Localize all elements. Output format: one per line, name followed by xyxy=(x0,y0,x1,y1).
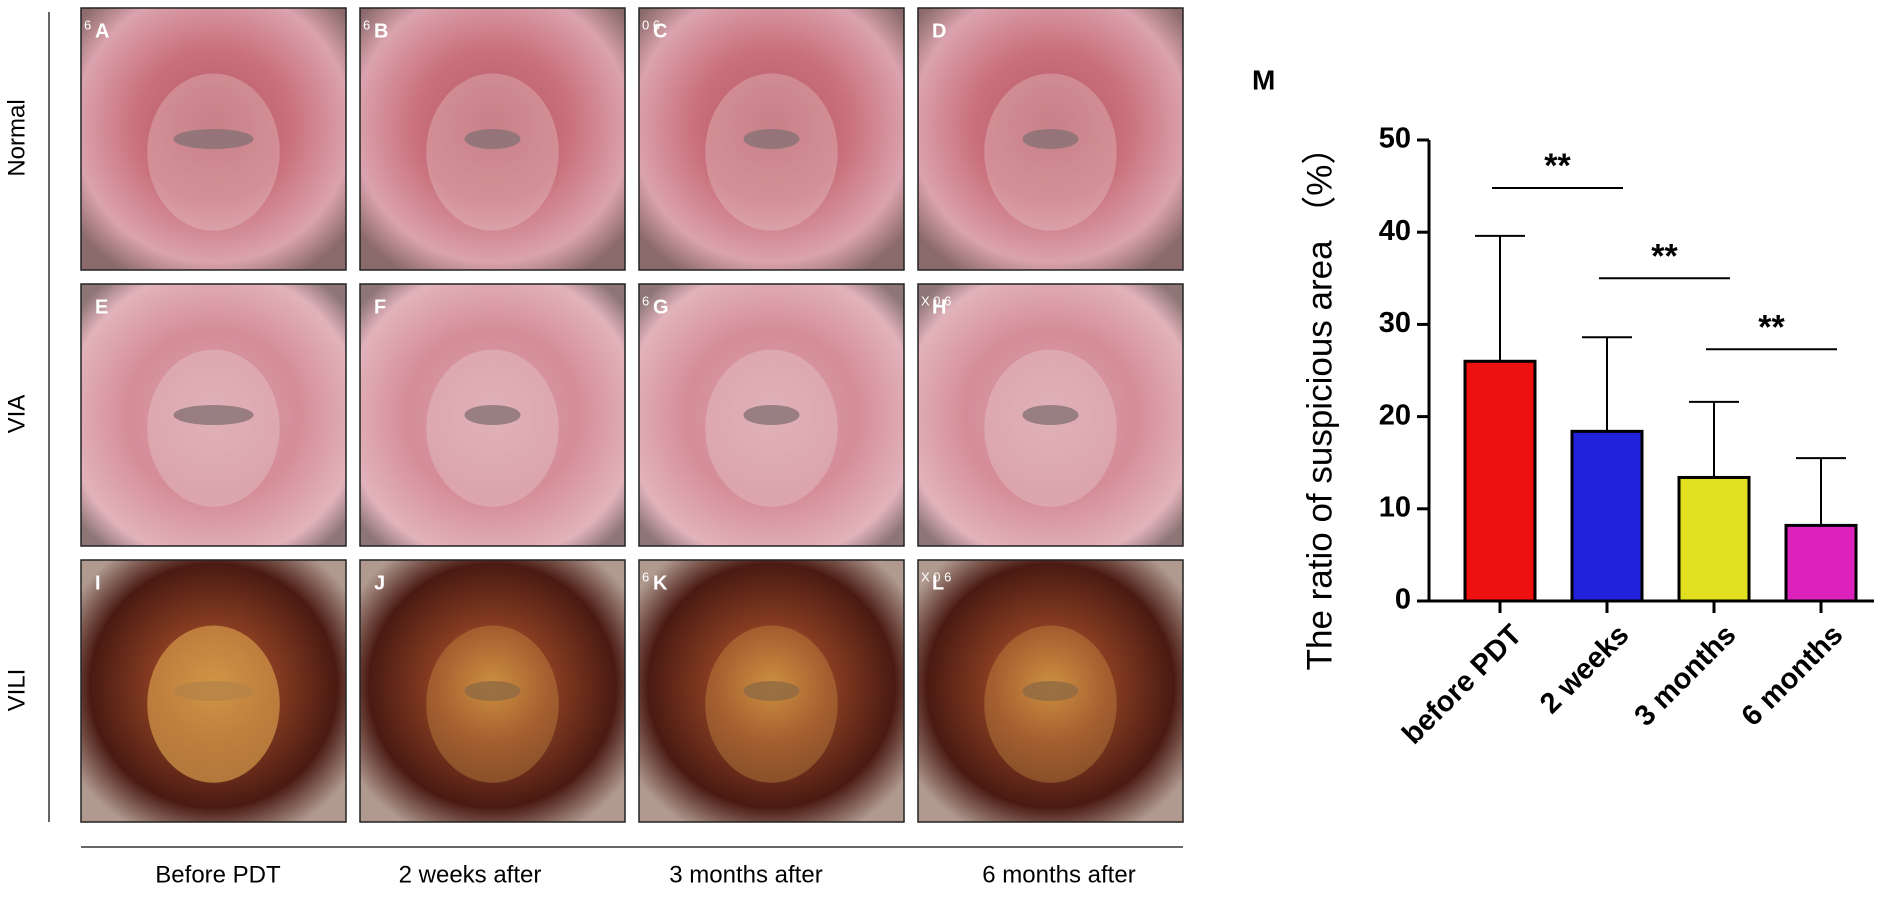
photo-highlight xyxy=(705,349,838,507)
panel-overlay: X 0 6 xyxy=(921,293,951,308)
photo-os xyxy=(464,681,521,701)
photo-highlight xyxy=(984,349,1117,507)
significance-label: ** xyxy=(1758,308,1785,346)
photo-os xyxy=(1022,405,1079,425)
photo-highlight xyxy=(984,625,1117,783)
photo-os xyxy=(743,405,800,425)
y-tick-label: 50 xyxy=(1379,123,1411,155)
panel-overlay: 6 xyxy=(642,293,649,308)
bar xyxy=(1570,429,1644,603)
y-tick-label: 10 xyxy=(1379,491,1411,523)
y-tick-label: 20 xyxy=(1379,399,1411,431)
column-label: 6 months after xyxy=(982,861,1135,888)
panel-letter: F xyxy=(374,296,386,318)
x-tick-label: 6 months xyxy=(1736,619,1850,733)
x-tick-label: 2 weeks xyxy=(1534,619,1635,720)
panel-letter: I xyxy=(95,572,101,594)
photo-os xyxy=(464,129,521,149)
panel-overlay: 6 xyxy=(642,569,649,584)
photo-os xyxy=(743,681,800,701)
panel-overlay: 6 xyxy=(84,17,91,32)
bar xyxy=(1784,523,1858,603)
significance-label: ** xyxy=(1651,237,1678,275)
y-axis-label: The ratio of suspicious area （%） xyxy=(1300,130,1339,671)
panel-label: M xyxy=(1252,64,1275,95)
photo-os xyxy=(464,405,521,425)
panel-letter: C xyxy=(653,20,667,42)
y-tick-label: 30 xyxy=(1379,307,1411,339)
photo-os xyxy=(1022,681,1079,701)
y-tick-label: 0 xyxy=(1395,584,1411,616)
photo-os xyxy=(173,129,254,149)
photo-highlight xyxy=(426,73,559,231)
panel-overlay: 6 xyxy=(363,17,370,32)
photo-highlight xyxy=(705,73,838,231)
photo-highlight xyxy=(426,349,559,507)
panel-letter: J xyxy=(374,572,385,594)
x-tick-label: 3 months xyxy=(1629,619,1743,733)
photo-highlight xyxy=(147,625,280,783)
panel-letter: K xyxy=(653,572,668,594)
photo-highlight xyxy=(147,349,280,507)
photo-highlight xyxy=(984,73,1117,231)
panel-letter: H xyxy=(932,296,946,318)
photo-os xyxy=(173,405,254,425)
photo-os xyxy=(743,129,800,149)
column-label: 3 months after xyxy=(669,861,822,888)
panel-letter: L xyxy=(932,572,944,594)
column-label: 2 weeks after xyxy=(399,861,542,888)
row-label: VIA xyxy=(3,395,30,434)
panel-letter: E xyxy=(95,296,108,318)
panel-letter: B xyxy=(374,20,388,42)
panel-overlay: 0 6 xyxy=(642,17,660,32)
x-tick-label: before PDT xyxy=(1396,619,1528,751)
bar xyxy=(1677,475,1751,603)
row-label: Normal xyxy=(3,99,30,176)
row-label: VILI xyxy=(3,669,30,712)
panel-letter: A xyxy=(95,20,109,42)
column-label: Before PDT xyxy=(155,861,281,888)
panel-letter: G xyxy=(653,296,669,318)
bar xyxy=(1463,359,1537,603)
panel-overlay: X 0 6 xyxy=(921,569,951,584)
photo-os xyxy=(1022,129,1079,149)
panel-letter: D xyxy=(932,20,946,42)
y-tick-label: 40 xyxy=(1379,215,1411,247)
significance-label: ** xyxy=(1544,147,1571,185)
photo-highlight xyxy=(426,625,559,783)
photo-highlight xyxy=(147,73,280,231)
photo-highlight xyxy=(705,625,838,783)
